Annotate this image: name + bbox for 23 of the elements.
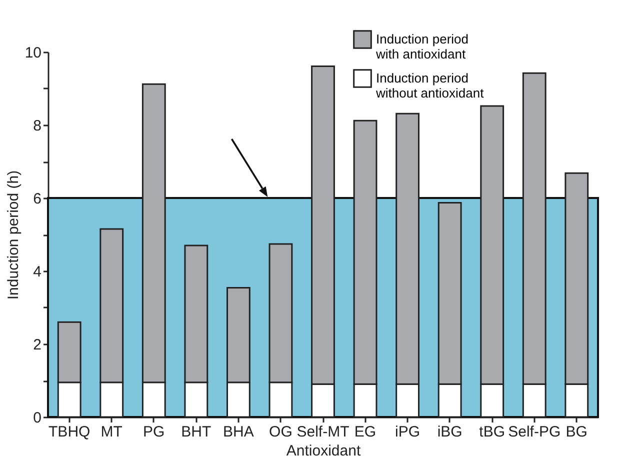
legend-label: Induction period with antioxidant [375, 32, 469, 62]
y-tick-label: 2 [33, 336, 42, 354]
x-tick-label: Self-MT [296, 424, 350, 440]
y-tick-label: 4 [33, 264, 42, 280]
x-tick-label: BG [566, 424, 588, 440]
x-axis-title: Antioxidant [286, 442, 362, 460]
x-tick-label: BHA [223, 424, 254, 440]
x-tick-label: tBG [479, 424, 506, 440]
x-tick-label: Self-PG [508, 424, 561, 440]
y-tick-label: 0 [33, 410, 42, 426]
x-tick-label: TBHQ [48, 424, 90, 440]
x-tick-label: OG [269, 424, 292, 440]
x-tick-label: PG [143, 424, 165, 440]
x-tick-label: EG [354, 424, 376, 440]
x-tick-label: iBG [437, 424, 462, 440]
x-tick-label: MT [100, 424, 122, 440]
y-tick-label: 6 [33, 190, 42, 208]
y-tick-label: 8 [33, 118, 42, 134]
x-tick-label: iPG [395, 424, 420, 440]
y-tick-label: 10 [24, 44, 42, 62]
y-axis-title: Induction period (h) [4, 170, 22, 300]
x-tick-label: BHT [181, 424, 212, 440]
legend-label: Induction period without antioxidant [375, 70, 484, 100]
